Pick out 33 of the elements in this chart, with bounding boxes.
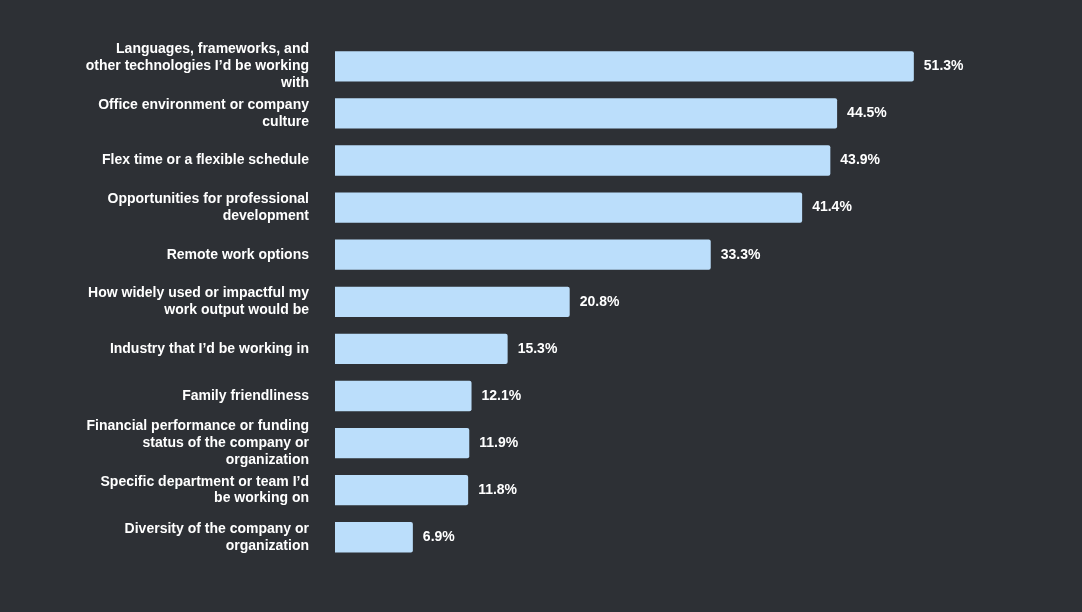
data-label: 51.3% — [923, 57, 965, 74]
y-tick-label: How widely used or impactful my work output would be — [88, 284, 310, 318]
data-label: 33.3% — [720, 245, 761, 262]
bar — [335, 98, 838, 129]
data-label: 43.9% — [840, 151, 881, 168]
data-label: 20.8% — [579, 292, 620, 309]
bar — [335, 286, 570, 317]
y-tick-label: Remote work options — [166, 245, 310, 262]
y-tick-label: Financial performance or funding status of the company or organization — [86, 417, 310, 467]
data-label: 12.1% — [481, 386, 522, 403]
y-tick-label: Opportunities for professional development — [107, 190, 310, 223]
bar — [335, 192, 803, 223]
bar — [335, 522, 413, 553]
bar — [335, 145, 831, 176]
y-tick-label: Industry that I’d be working in — [109, 339, 309, 356]
y-tick-label: Office environment or company culture — [98, 95, 310, 129]
bar — [335, 475, 469, 506]
y-tick-label: Family friendliness — [182, 386, 310, 403]
bar — [335, 51, 914, 82]
data-label: 15.3% — [517, 339, 558, 356]
bar — [335, 239, 711, 270]
y-tick-label: Specific department or team I’d be working on — [100, 472, 309, 506]
y-tick-label: Diversity of the company or organization — [124, 519, 310, 553]
data-label: 41.4% — [812, 198, 853, 215]
y-tick-label: Flex time or a flexible schedule — [102, 151, 310, 168]
data-label: 11.9% — [479, 433, 519, 450]
data-label: 44.5% — [847, 104, 888, 121]
data-label: 6.9% — [422, 528, 456, 545]
data-label: 11.8% — [478, 481, 518, 498]
bar — [335, 380, 472, 412]
y-tick-label: Languages, frameworks, and other technologies I’d be working with — [85, 40, 309, 90]
bar — [335, 427, 470, 459]
bar — [335, 333, 508, 365]
